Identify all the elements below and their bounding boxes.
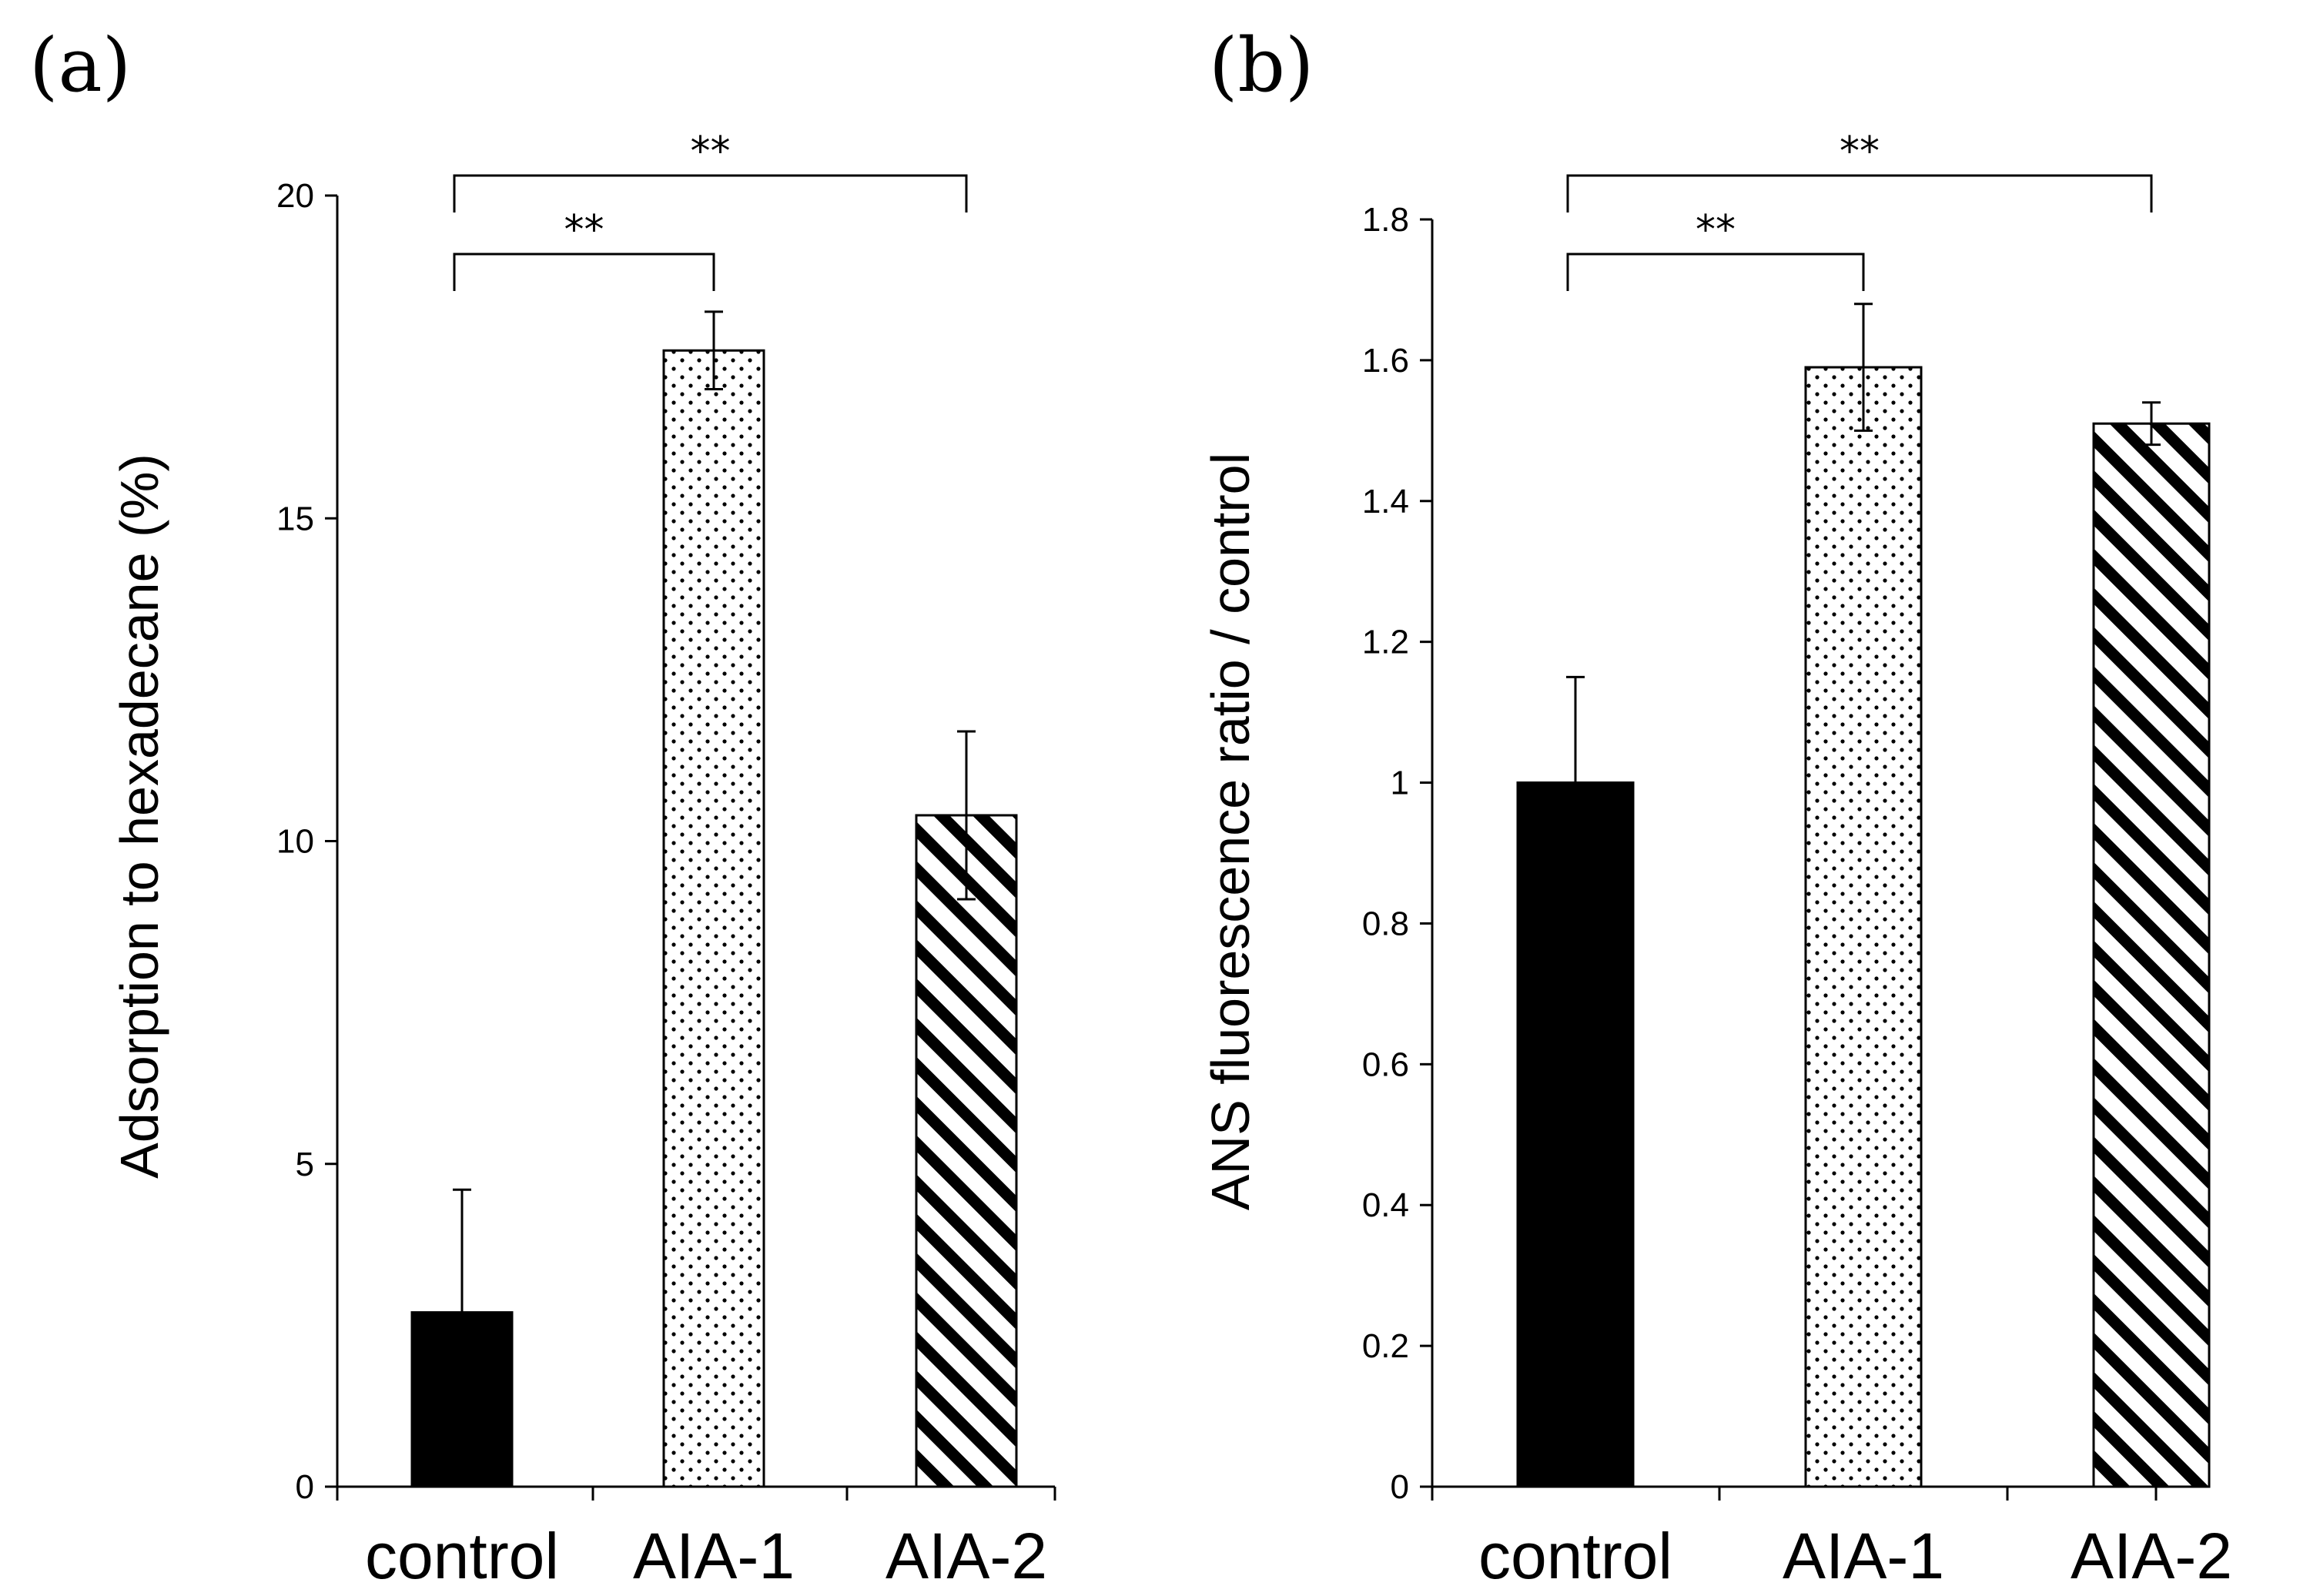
- chart-panel-b: (b) ANS fluorescence ratio / control 0 0.…: [1200, 22, 2232, 1592]
- significance-label-b: **: [1840, 129, 1880, 175]
- x-category-label-b: AIA-1: [1783, 1520, 1944, 1592]
- y-tick-label-b: 0.2: [1362, 1327, 1409, 1365]
- bar-b-aia-2: [2092, 422, 2211, 1488]
- bar-a-control: [410, 1311, 514, 1488]
- bar-b-control: [1516, 781, 1635, 1488]
- x-category-label-a: AIA-1: [633, 1520, 795, 1592]
- y-tick-label-b: 1: [1391, 765, 1409, 802]
- bar-a-aia-1: [662, 349, 765, 1488]
- y-axis-label-b: ANS fluorescence ratio / control: [1200, 453, 1260, 1210]
- x-category-label-a: AIA-2: [886, 1520, 1047, 1592]
- significance-bracket-b: [1566, 174, 2153, 212]
- y-tick-label-b: 1.6: [1362, 342, 1409, 380]
- y-tick-label-a: 20: [276, 177, 314, 215]
- significance-bracket-b: [1566, 253, 1865, 291]
- x-category-label-a: control: [365, 1520, 559, 1592]
- y-tick-label-b: 0: [1391, 1468, 1409, 1506]
- y-tick-label-b: 1.4: [1362, 483, 1409, 520]
- x-category-label-b: control: [1478, 1520, 1672, 1592]
- panel-label-a: (a): [29, 22, 131, 109]
- y-tick-label-b: 0.6: [1362, 1046, 1409, 1083]
- significance-label-b: **: [1696, 207, 1736, 253]
- significance-label-a: **: [564, 207, 604, 253]
- significance-bracket-a: [453, 174, 968, 212]
- y-tick-label-b: 0.4: [1362, 1186, 1409, 1224]
- bar-a-aia-2: [915, 814, 1018, 1488]
- panel-label-b: (b): [1209, 22, 1314, 109]
- y-tick-label-a: 0: [296, 1468, 314, 1506]
- bar-b-aia-1: [1804, 366, 1923, 1488]
- y-tick-label-a: 15: [276, 500, 314, 537]
- y-tick-label-b: 1.2: [1362, 624, 1409, 661]
- chart-panel-a: (a) Adsorption to hexadecane (%) 0 5 10 15 2…: [29, 22, 1056, 1592]
- x-category-label-b: AIA-2: [2071, 1520, 2232, 1592]
- significance-bracket-a: [453, 253, 715, 291]
- y-tick-label-b: 0.8: [1362, 905, 1409, 942]
- y-axis-label-a: Adsorption to hexadecane (%): [109, 453, 169, 1179]
- y-tick-label-b: 1.8: [1362, 201, 1409, 239]
- y-tick-label-a: 10: [276, 823, 314, 861]
- significance-label-a: **: [691, 129, 731, 175]
- y-tick-label-a: 5: [296, 1146, 314, 1183]
